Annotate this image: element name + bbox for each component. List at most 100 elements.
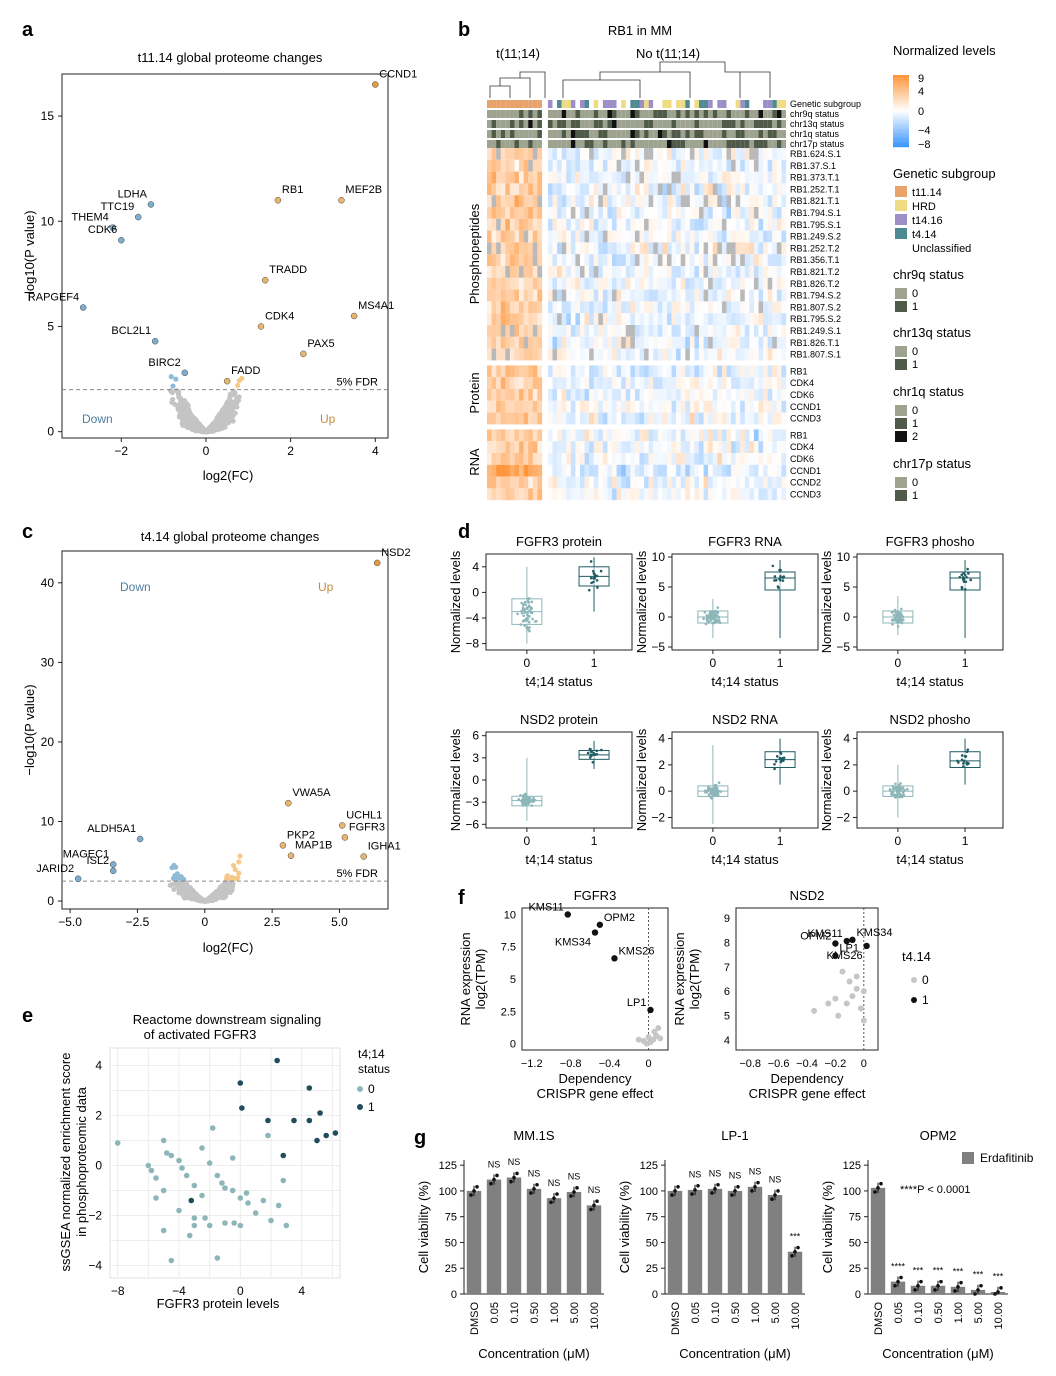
annotation-cell (547, 140, 553, 148)
heatmap-cell (666, 476, 672, 489)
heatmap-cell (648, 242, 654, 255)
jitter-point (965, 750, 969, 753)
annotation-cell (721, 130, 727, 138)
highlight-point (261, 276, 269, 284)
heatmap-cell (589, 348, 594, 361)
heatmap-cell (781, 464, 787, 477)
heatmap-cell (579, 453, 585, 465)
annotation-cell (703, 140, 709, 148)
jitter-point (967, 762, 970, 765)
heatmap-cell (523, 266, 529, 278)
heatmap-cell (662, 230, 668, 243)
heatmap-cell (648, 171, 654, 184)
data-point (234, 404, 240, 410)
heatmap-cell (514, 476, 520, 489)
heatmap-cell (671, 207, 677, 219)
heatmap-cell (500, 441, 506, 453)
heatmap-cell (676, 289, 681, 302)
heatmap-cell (566, 159, 572, 172)
heatmap-cell (731, 476, 736, 489)
heatmap-cell (721, 183, 727, 196)
heatmap-cell (523, 453, 529, 465)
annotation-cell (491, 110, 497, 118)
heatmap-cell (514, 389, 520, 401)
x-tick-label: −0.6 (768, 1058, 790, 1070)
jitter-point (713, 613, 716, 616)
heatmap-cell (781, 218, 787, 231)
heatmap-cell (561, 389, 567, 401)
heatmap-cell (528, 301, 533, 314)
annotation-cell (657, 110, 663, 118)
data-point (853, 985, 860, 992)
annotation-cell (621, 100, 626, 108)
heatmap-cell (740, 254, 745, 266)
heatmap-cell (717, 159, 723, 172)
heatmap-cell (616, 289, 622, 302)
heatmap-cell (509, 313, 515, 325)
highlight-point (279, 842, 287, 849)
heatmap-cell (676, 230, 681, 243)
annotation-cell (671, 140, 677, 148)
heatmap-cell (552, 148, 558, 160)
scale-swatch (893, 120, 909, 122)
heatmap-cell (657, 400, 663, 413)
heatmap-cell (703, 412, 709, 425)
heatmap-cell (694, 230, 700, 243)
data-point (180, 876, 187, 882)
heatmap-cell (772, 400, 778, 413)
heatmap-cell (625, 325, 631, 337)
heatmap-cell (708, 277, 713, 290)
annotation-cell (593, 120, 599, 128)
heatmap-cell (584, 336, 590, 349)
heatmap-cell (749, 289, 755, 302)
data-point (227, 401, 233, 407)
heatmap-cell (671, 464, 677, 477)
heatmap-cell (753, 464, 759, 477)
heatmap-cell (763, 148, 768, 160)
heatmap-cell (621, 230, 626, 243)
annotation-cell (657, 140, 663, 148)
heatmap-cell (666, 148, 672, 160)
heatmap-cell (566, 195, 572, 207)
jitter-point (779, 575, 782, 578)
point-label: CDK6 (88, 224, 117, 236)
annotation-cell (552, 120, 558, 128)
heatmap-cell (666, 365, 672, 378)
panel-c-ylabel: −log10(P value) (22, 684, 37, 775)
heatmap-cell (579, 488, 585, 501)
data-point (280, 1177, 287, 1184)
heatmap-cell (598, 453, 604, 465)
annotation-cell (575, 130, 580, 138)
heatmap-cell (712, 476, 718, 489)
heatmap-cell (537, 218, 543, 231)
y-tick-label: 10 (41, 814, 55, 828)
heatmap-cell (653, 301, 659, 314)
heatmap-cell (676, 453, 681, 465)
heatmap-cell (721, 336, 727, 349)
heatmap-cell (500, 242, 506, 255)
annotation-cell (509, 140, 515, 148)
heatmap-cell (602, 159, 608, 172)
heatmap-cell (644, 207, 649, 219)
heatmap-cell (500, 377, 506, 389)
point-label: CCND1 (379, 69, 417, 81)
heatmap-cell (744, 207, 750, 219)
heatmap-cell (519, 453, 524, 465)
heatmap-cell (496, 313, 501, 325)
scale-swatch (893, 125, 909, 128)
heatmap-cell (648, 441, 654, 453)
jitter-point (782, 759, 785, 762)
heatmap-cell (666, 254, 672, 266)
heatmap-cell (491, 441, 497, 453)
data-point (181, 890, 187, 896)
heatmap-cell (689, 464, 695, 477)
annotation-cell (758, 140, 764, 148)
heatmap-cell (589, 195, 594, 207)
heatmap-cell (500, 336, 506, 349)
heatmap-cell (781, 488, 787, 501)
heatmap-cell (514, 464, 520, 477)
y-tick-label: 8 (724, 937, 730, 949)
boxplot-title: NSD2 RNA (712, 712, 778, 727)
jitter-point (593, 576, 597, 580)
annotation-cell (726, 140, 732, 148)
